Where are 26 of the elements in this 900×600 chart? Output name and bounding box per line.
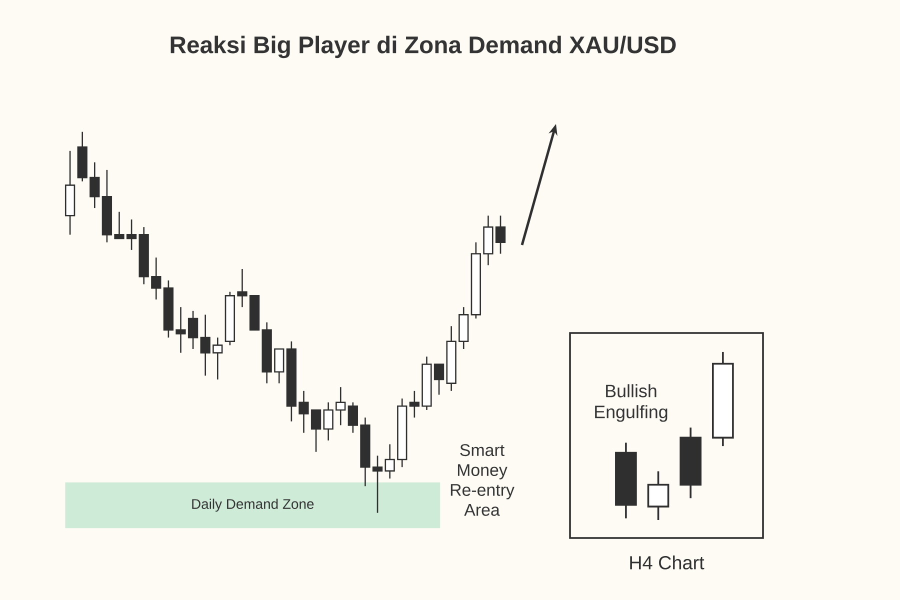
candlestick bbox=[114, 211, 124, 240]
candlestick bbox=[200, 314, 210, 376]
candlestick bbox=[151, 256, 162, 300]
band-label: Daily Demand Zone bbox=[192, 498, 314, 512]
x-axis-title: H4 Chart bbox=[630, 556, 704, 570]
candlestick bbox=[212, 336, 223, 380]
candlestick bbox=[126, 218, 137, 251]
candlestick bbox=[188, 310, 198, 350]
candlestick bbox=[176, 306, 186, 354]
candlestick bbox=[323, 402, 334, 442]
candlestick bbox=[372, 455, 383, 514]
candlestick bbox=[336, 386, 346, 426]
candlestick bbox=[384, 444, 395, 480]
candlestick bbox=[409, 390, 420, 418]
annotation: Bullish Engulfing bbox=[595, 384, 668, 422]
candlestick bbox=[647, 470, 670, 521]
candlestick bbox=[495, 215, 506, 254]
candlestick bbox=[298, 390, 309, 434]
annotation: Smart Money Re-entry Area bbox=[450, 444, 514, 516]
chart-title: Reaksi Big Player di Zona Demand XAU/USD bbox=[170, 36, 676, 58]
candlestick bbox=[348, 402, 358, 434]
candlestick bbox=[274, 348, 284, 384]
candlestick bbox=[237, 268, 248, 308]
candlestick bbox=[434, 364, 444, 396]
candlestick bbox=[310, 409, 322, 453]
candlestick bbox=[90, 162, 100, 209]
